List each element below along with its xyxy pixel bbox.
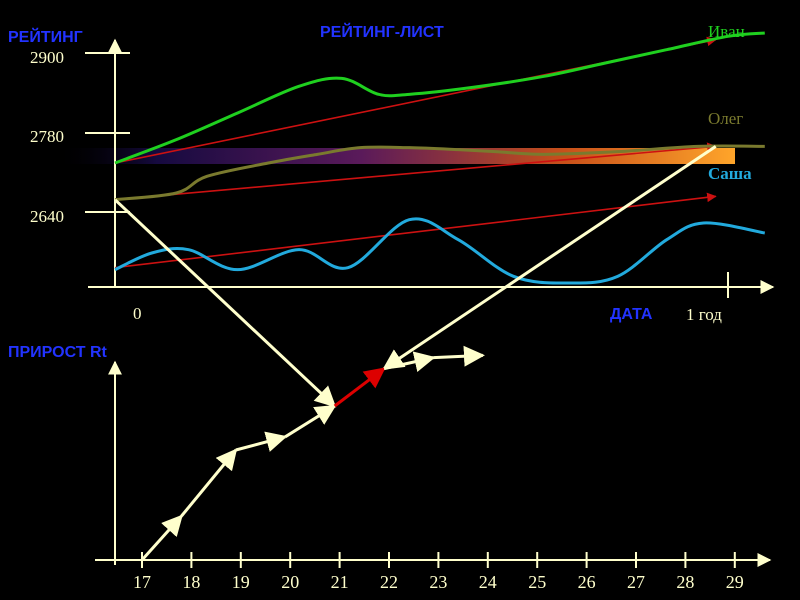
x-tick-label-29: 29: [726, 572, 744, 592]
increment-segment-3: [284, 404, 337, 439]
increment-segment-2: [235, 431, 288, 452]
increment-path: [140, 345, 485, 562]
x-tick-label-1-year: 1 год: [686, 305, 722, 324]
series-line-1: [114, 144, 765, 202]
x-tick-label-23: 23: [429, 572, 447, 592]
chart-title: РЕЙТИНГ-ЛИСТ: [320, 22, 444, 41]
x-tick-label-26: 26: [578, 572, 596, 592]
x-tick-label-25: 25: [528, 572, 546, 592]
x-tick-label-28: 28: [676, 572, 694, 592]
increment-segment-0: [140, 514, 183, 562]
series-label-oleg: Олег: [708, 109, 743, 128]
trend-line-1: [114, 142, 717, 201]
connector-arrow-up: [382, 145, 717, 370]
y-tick-label-2900: 2900: [30, 48, 64, 67]
increment-segment-5: [383, 351, 436, 372]
series-line-0: [114, 31, 765, 165]
series-line-2: [114, 217, 766, 285]
x-tick-label-24: 24: [479, 572, 497, 592]
series-label-sasha: Саша: [708, 164, 752, 183]
series-label-ivan: Иван: [708, 22, 745, 41]
increment-segment-4: [333, 367, 386, 408]
x-tick-label-19: 19: [232, 572, 250, 592]
x-axis-label-date: ДАТА: [610, 306, 653, 323]
y-axis-label-increment: ПРИРОСТ Rt: [8, 344, 108, 361]
x-tick-label-18: 18: [182, 572, 200, 592]
x-tick-label-21: 21: [331, 572, 349, 592]
x-tick-label-20: 20: [281, 572, 299, 592]
rating-axes: [85, 38, 775, 298]
x-tick-label-17: 17: [133, 572, 151, 592]
increment-segment-6: [433, 345, 485, 367]
connector-arrows: [113, 145, 717, 408]
x-tick-label-27: 27: [627, 572, 645, 592]
increment-axes: 17 18 19 20 21 22 23 24 25 26 27 28 29: [95, 360, 772, 592]
connector-arrow-down: [113, 198, 337, 408]
y-axis-label-rating: РЕЙТИНГ: [8, 27, 83, 46]
x-tick-label-22: 22: [380, 572, 398, 592]
increment-segment-1: [180, 448, 238, 517]
y-tick-label-2640: 2640: [30, 207, 64, 226]
trend-line-2: [114, 192, 717, 269]
x-tick-label-0: 0: [133, 304, 142, 323]
rating-series: [114, 31, 766, 285]
y-tick-label-2780: 2780: [30, 127, 64, 146]
